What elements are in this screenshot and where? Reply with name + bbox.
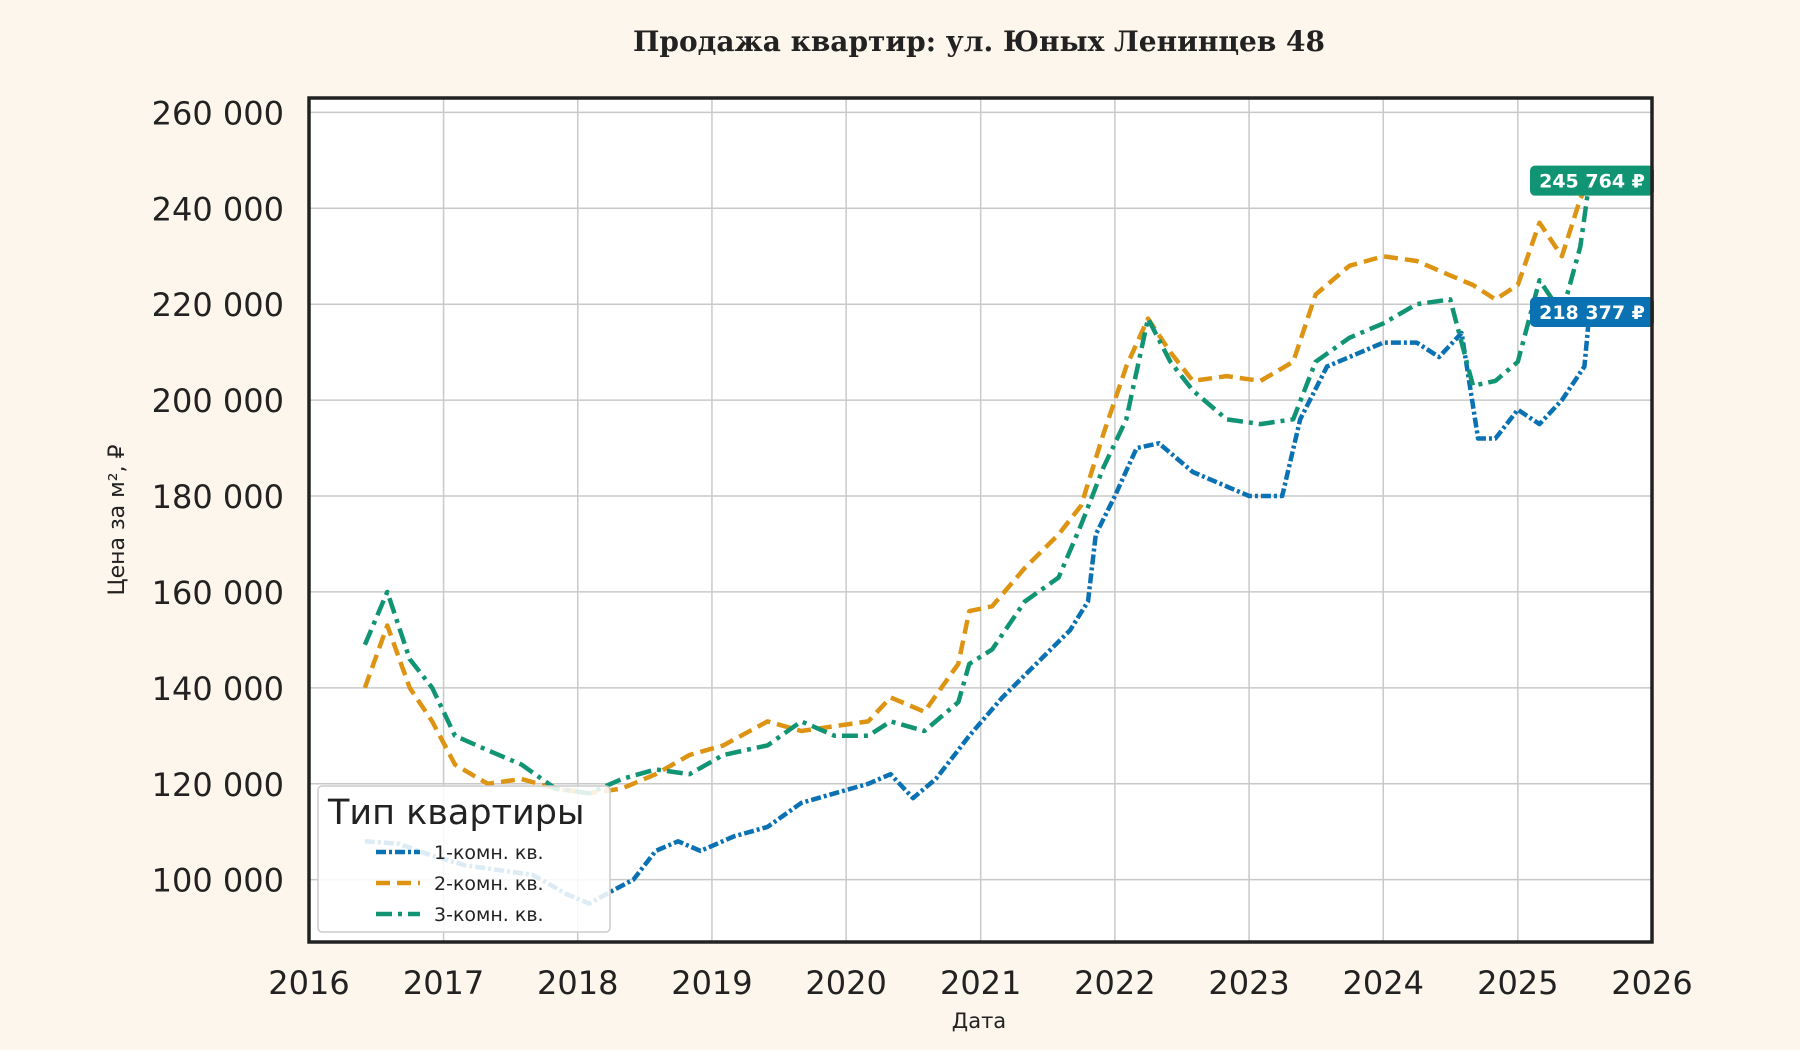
y-tick-label: 240 000 — [152, 190, 284, 228]
x-tick-label: 2019 — [671, 964, 752, 1002]
x-axis-label: Дата — [952, 1009, 1006, 1033]
y-tick-label: 100 000 — [152, 862, 284, 900]
x-tick-label: 2017 — [403, 964, 484, 1002]
legend-label-3: 3-комн. кв. — [434, 904, 544, 926]
x-tick-label: 2025 — [1477, 964, 1558, 1002]
legend-box — [317, 785, 611, 933]
y-tick-label: 180 000 — [152, 478, 284, 516]
y-tick-label: 260 000 — [152, 94, 284, 132]
x-tick-label: 2026 — [1611, 964, 1692, 1002]
grid-lines — [308, 98, 1653, 942]
end-label-text-3: 245 764 ₽ — [1539, 171, 1645, 193]
legend-items: 1-комн. кв. 2-комн. кв. 3-комн. кв. — [376, 842, 544, 926]
plot-frame — [307, 96, 1654, 944]
end-label-badge-3 — [1530, 165, 1654, 196]
x-tick-label: 2016 — [268, 964, 349, 1002]
legend-title: Тип квартиры — [327, 793, 585, 833]
y-tick-label: 220 000 — [152, 286, 284, 324]
x-tick-label: 2024 — [1343, 964, 1424, 1002]
legend-label-1: 1-комн. кв. — [434, 842, 544, 864]
end-label-badge-1 — [1530, 296, 1654, 327]
legend-label-2: 2-комн. кв. — [434, 873, 544, 895]
x-tick-label: 2023 — [1208, 964, 1289, 1002]
y-tick-label: 160 000 — [152, 574, 284, 612]
y-tick-label: 120 000 — [152, 766, 284, 804]
end-label-text-1: 218 377 ₽ — [1539, 302, 1645, 324]
y-tick-label: 200 000 — [152, 382, 284, 420]
y-axis-label: Цена за м², ₽ — [105, 444, 130, 595]
legend: Тип квартиры 1-комн. кв. 2-комн. кв. 3-ком… — [317, 785, 611, 933]
axis-ticks: 2016 2017 2018 2019 2020 2021 2022 2023 2024 2025… — [152, 94, 1693, 1002]
end-labels: 218 377 ₽ 245 764 ₽ — [1530, 165, 1654, 327]
x-tick-label: 2018 — [537, 964, 618, 1002]
x-tick-label: 2020 — [805, 964, 886, 1002]
chart-title: Продажа квартир: ул. Юных Ленинцев 48 — [633, 25, 1325, 58]
x-tick-label: 2021 — [940, 964, 1021, 1002]
x-tick-label: 2022 — [1074, 964, 1155, 1002]
y-tick-label: 140 000 — [152, 670, 284, 708]
